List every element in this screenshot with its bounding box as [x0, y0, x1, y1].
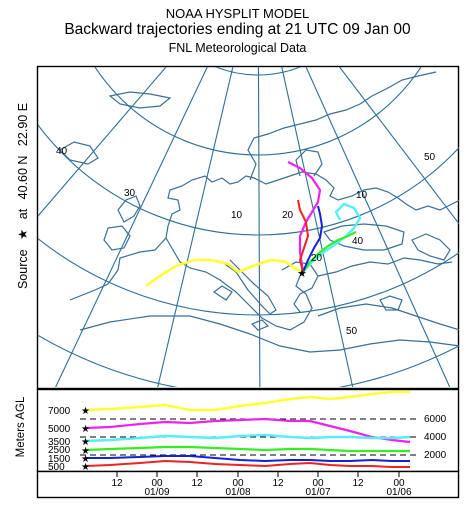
trajectory-5000m	[287, 161, 322, 273]
profile-2500m	[85, 445, 410, 453]
start-star-icon: ★	[81, 446, 90, 457]
grid-label: 30	[124, 188, 136, 199]
date-label: 01/08	[225, 487, 250, 498]
longitude-graticule	[38, 67, 459, 387]
height-label: 4000	[424, 432, 447, 443]
height-label: 2000	[424, 450, 447, 461]
start-star-icon: ★	[81, 437, 90, 448]
profile-500m	[85, 459, 410, 468]
map-area: 40 30 20 40 50 50 10 20 10 ★	[38, 67, 459, 387]
date-label: 01/07	[305, 487, 330, 498]
grid-label: 40	[56, 146, 68, 157]
height-label: 3500	[48, 437, 71, 448]
left-height-labels: 7000 5000 3500 2500 1500 500	[48, 406, 71, 473]
time-labels: 12 00 12 00 12 00 12 00	[111, 478, 405, 489]
grid-label: 20	[282, 210, 294, 221]
time-label: 00	[232, 478, 244, 489]
model-title: NOAA HYSPLIT MODEL	[165, 6, 310, 21]
time-label: 12	[272, 478, 284, 489]
height-label: 500	[48, 462, 65, 473]
time-ticks	[116, 472, 400, 477]
profile-3500m	[85, 433, 411, 443]
height-label: 1500	[48, 454, 71, 465]
trajectory-7000m	[145, 258, 304, 288]
trajectory-title: Backward trajectories ending at 21 UTC 0…	[64, 21, 411, 38]
date-labels: 01/09 01/08 01/07 01/06	[144, 487, 411, 498]
grid-label: 10	[231, 210, 243, 221]
date-label: 01/06	[386, 487, 411, 498]
grid-label: 50	[424, 152, 436, 163]
profile-trajectories	[85, 390, 411, 468]
profile-start-stars: ★ ★ ★ ★ ★ ★	[81, 406, 90, 473]
time-label: 00	[151, 478, 163, 489]
grid-label: 10	[356, 190, 368, 201]
height-label: 7000	[48, 406, 71, 417]
profile-7000m	[85, 390, 410, 412]
time-label: 12	[352, 478, 364, 489]
trajectory-3500m	[302, 202, 362, 273]
grid-label: 50	[346, 326, 358, 337]
height-label: 6000	[424, 414, 447, 425]
time-label: 00	[312, 478, 324, 489]
height-label: 5000	[48, 424, 71, 435]
profile-5000m	[85, 417, 411, 444]
time-axis-frame	[36, 470, 460, 499]
profile-frame	[36, 388, 460, 473]
meteo-data-title: FNL Meteorological Data	[168, 41, 307, 55]
start-star-icon: ★	[81, 406, 90, 417]
trajectory-2500m	[302, 231, 357, 273]
height-label: 2500	[48, 445, 71, 456]
grid-labels: 40 30 20 40 50 50 10 20 10	[56, 146, 436, 337]
start-star-icon: ★	[81, 424, 90, 435]
time-label: 12	[191, 478, 203, 489]
date-label: 01/09	[144, 487, 169, 498]
time-label: 00	[393, 478, 405, 489]
right-height-labels: 6000 4000 2000	[424, 414, 447, 461]
profile-1500m	[86, 455, 410, 463]
time-label: 12	[111, 478, 123, 489]
grid-label: 40	[352, 236, 364, 247]
coastlines	[59, 71, 459, 353]
trajectory-500m	[297, 199, 310, 273]
start-star-icon: ★	[81, 462, 90, 473]
trajectory-1500m	[302, 205, 324, 273]
grid-label: 20	[311, 253, 323, 264]
map-trajectories	[145, 161, 362, 288]
source-star-icon: ★	[297, 268, 307, 280]
start-star-icon: ★	[81, 454, 90, 465]
